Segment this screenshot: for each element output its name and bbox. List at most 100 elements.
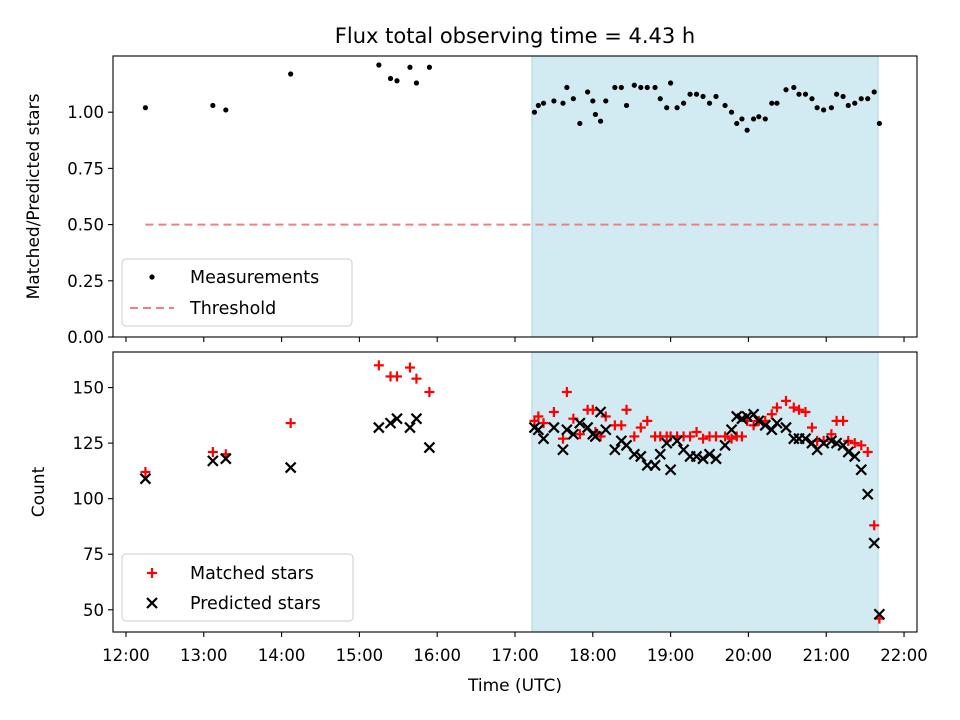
matched-star-point — [788, 402, 799, 413]
bottom-x-tick-label: 20:00 — [725, 646, 773, 665]
predicted-star-point — [220, 452, 232, 465]
bottom-y-tick-label: 75 — [83, 545, 104, 564]
matched-star-point — [616, 420, 627, 431]
matched-star-point — [862, 447, 873, 457]
measurement-point — [564, 84, 570, 91]
matched-star-point — [642, 415, 653, 426]
bottom-x-tick-label: 22:00 — [880, 646, 928, 665]
predicted-star-point — [404, 421, 416, 434]
measurement-point — [751, 116, 757, 122]
predicted-star-point — [741, 410, 753, 423]
measurement-point — [407, 64, 413, 70]
predicted-star-point — [690, 450, 703, 463]
matched-star-point — [766, 409, 777, 420]
legend-measurement-marker — [149, 274, 155, 280]
predicted-star-point — [671, 435, 683, 447]
measurement-point — [288, 71, 294, 77]
measurement-point — [713, 93, 719, 100]
measurement-point — [680, 100, 687, 106]
bottom-y-tick-label: 125 — [73, 434, 105, 453]
legend-matched-label: Matched stars — [190, 564, 314, 584]
measurement-point — [756, 114, 762, 120]
matched-star-point — [856, 440, 867, 451]
measurement-point — [631, 82, 637, 88]
predicted-star-point — [771, 417, 783, 429]
predicted-star-point — [599, 423, 612, 436]
matched-star-point — [285, 418, 296, 429]
matched-star-point — [726, 433, 737, 444]
measurement-point — [739, 116, 745, 122]
matched-star-point — [869, 520, 880, 531]
matched-star-point — [561, 387, 572, 397]
measurement-point — [597, 118, 604, 124]
matched-star-point — [711, 431, 721, 442]
matched-star-point — [548, 407, 559, 417]
measurement-point — [426, 64, 433, 70]
top-highlight-span — [531, 55, 879, 338]
predicted-star-point — [868, 537, 880, 549]
bottom-x-tick-label: 18:00 — [569, 646, 617, 665]
predicted-star-point — [410, 412, 423, 425]
measurement-point — [769, 100, 775, 106]
measurement-point — [210, 102, 216, 109]
predicted-star-point — [848, 450, 861, 463]
bottom-y-axis-label: Count — [29, 466, 49, 517]
chart-title: Flux total observing time = 4.43 h — [335, 24, 695, 48]
top-y-axis-label: Matched/Predicted stars — [24, 93, 44, 299]
measurement-point — [570, 96, 576, 102]
predicted-star-point — [628, 448, 641, 461]
predicted-star-point — [284, 461, 297, 474]
matched-star-point — [424, 387, 435, 397]
measurement-points — [142, 62, 882, 133]
predicted-star-point — [780, 421, 792, 434]
predicted-star-point — [710, 452, 722, 465]
predicted-star-point — [391, 412, 403, 425]
measurement-point — [668, 80, 674, 86]
predicted-star-point — [842, 446, 855, 458]
top-y-ticks: 0.00 0.25 0.50 0.75 1.00 — [67, 103, 113, 347]
measurement-point — [828, 105, 835, 111]
top-legend-box — [121, 258, 353, 327]
measurement-point — [585, 89, 591, 95]
measurement-point — [540, 100, 547, 106]
predicted-star-point — [594, 406, 607, 418]
matched-star-point — [411, 373, 422, 384]
measurement-point — [638, 84, 644, 91]
x-axis-label: Time (UTC) — [467, 676, 562, 696]
predicted-star-point — [753, 415, 765, 427]
matched-star-point — [574, 429, 585, 440]
measurement-point — [413, 80, 420, 86]
measurement-point — [657, 96, 663, 102]
predicted-star-point — [589, 430, 602, 443]
predicted-star-point — [660, 437, 673, 449]
matched-star-point — [698, 433, 709, 444]
predicted-star-point — [139, 472, 152, 485]
measurement-point — [791, 84, 797, 91]
measurement-point — [796, 91, 802, 97]
bottom-x-tick-label: 21:00 — [802, 646, 850, 665]
bottom-legend-box — [121, 553, 354, 622]
predicted-star-point — [384, 417, 397, 429]
measurement-point — [603, 98, 609, 104]
predicted-star-point — [703, 448, 716, 461]
measurement-point — [734, 120, 740, 127]
predicted-star-point — [759, 419, 772, 432]
matched-star-point — [781, 395, 792, 406]
bottom-highlight-span — [531, 351, 879, 633]
measurement-point — [840, 93, 846, 100]
predicted-star-point — [373, 421, 385, 434]
top-y-tick-label: 0.00 — [67, 328, 104, 347]
measurement-point — [706, 100, 713, 106]
measurement-point — [802, 91, 809, 97]
legend-measurements-label: Measurements — [190, 268, 319, 288]
legend-x-shape — [146, 597, 158, 609]
predicted-star-point — [817, 437, 830, 449]
measurement-point — [821, 107, 827, 113]
bottom-x-tick-label: 13:00 — [180, 646, 228, 665]
predicted-star-point — [649, 459, 661, 472]
matched-star-point — [771, 402, 782, 413]
measurement-point — [142, 105, 149, 111]
matched-star-point — [685, 431, 696, 442]
measurement-point — [693, 91, 700, 97]
